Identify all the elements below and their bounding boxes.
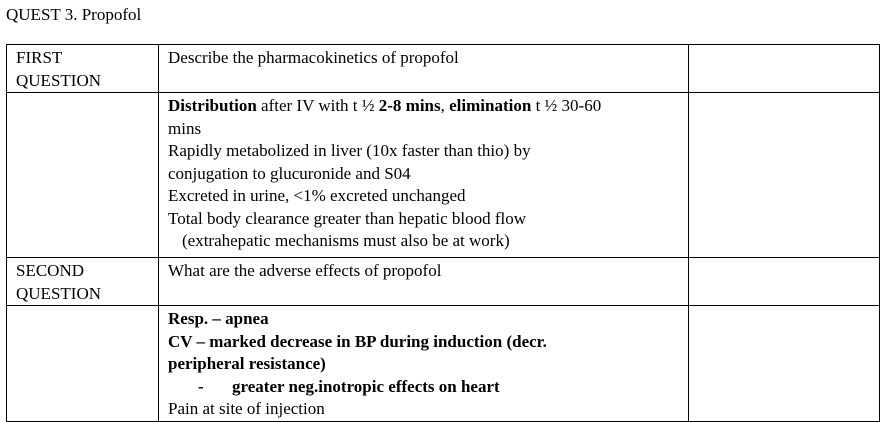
answer-line: Excreted in urine, <1% excreted unchange…: [168, 186, 466, 205]
question-label: SECOND: [16, 261, 85, 280]
question-label: QUESTION: [16, 283, 101, 303]
answer-line: conjugation to glucuronide and S04: [168, 163, 411, 183]
answer-line: CV – marked decrease in BP during induct…: [168, 331, 547, 351]
empty-cell: [688, 92, 880, 258]
table-row: Distribution after IV with t ½ 2-8 mins,…: [6, 92, 880, 258]
answer-line: Distribution after IV with t ½ 2-8 mins,…: [168, 96, 602, 115]
question-table: FIRST QUESTION Describe the pharmacokine…: [6, 44, 880, 422]
answer-line: Pain at site of injection: [168, 399, 325, 418]
answer-cell: Distribution after IV with t ½ 2-8 mins,…: [158, 92, 689, 258]
question-text-cell: Describe the pharmacokinetics of propofo…: [158, 44, 689, 93]
answer-line: mins: [168, 118, 202, 138]
table-row: SECOND QUESTION What are the adverse eff…: [6, 257, 880, 306]
answer-line: peripheral resistance): [168, 354, 326, 373]
answer-line: Total body clearance greater than hepati…: [168, 208, 527, 228]
dash-bullet: -: [198, 376, 204, 396]
table-row: FIRST QUESTION Describe the pharmacokine…: [6, 44, 880, 93]
answer-bullet-line: - greater neg.inotropic effects on heart: [168, 376, 679, 399]
answer-line: (extrahepatic mechanisms must also be at…: [182, 231, 510, 250]
question-label: QUESTION: [16, 70, 101, 90]
question-text: What are the adverse effects of propofol: [168, 261, 442, 280]
question-text: Describe the pharmacokinetics of propofo…: [168, 48, 459, 67]
question-label-cell: FIRST QUESTION: [6, 44, 159, 93]
answer-line: Resp. – apnea: [168, 309, 269, 328]
answer-cell: Resp. – apnea CV – marked decrease in BP…: [158, 305, 689, 422]
table-row: Resp. – apnea CV – marked decrease in BP…: [6, 305, 880, 422]
empty-cell: [688, 257, 880, 306]
empty-cell: [688, 44, 880, 93]
empty-cell: [6, 92, 159, 258]
empty-cell: [688, 305, 880, 422]
empty-cell: [6, 305, 159, 422]
question-label-cell: SECOND QUESTION: [6, 257, 159, 306]
question-text-cell: What are the adverse effects of propofol: [158, 257, 689, 306]
answer-line: Rapidly metabolized in liver (10x faster…: [168, 141, 531, 160]
question-label: FIRST: [16, 48, 63, 67]
page-title: QUEST 3. Propofol: [6, 5, 142, 24]
